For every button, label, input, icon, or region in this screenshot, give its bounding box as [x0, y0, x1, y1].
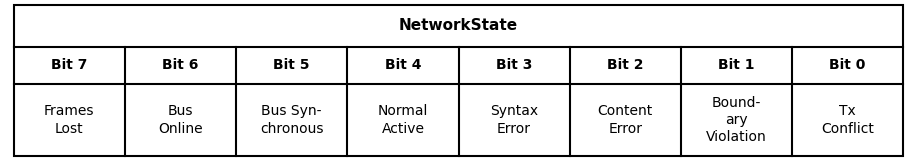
Text: Content
Error: Content Error	[598, 104, 653, 136]
Text: Bit 3: Bit 3	[496, 58, 532, 72]
Text: Bit 0: Bit 0	[830, 58, 866, 72]
Text: Bound-
ary
Violation: Bound- ary Violation	[706, 96, 767, 144]
Text: Bit 5: Bit 5	[273, 58, 310, 72]
Text: Frames
Lost: Frames Lost	[44, 104, 94, 136]
Text: Tx
Conflict: Tx Conflict	[822, 104, 874, 136]
Text: Bus
Online: Bus Online	[159, 104, 203, 136]
Text: Bit 6: Bit 6	[162, 58, 199, 72]
Text: Syntax
Error: Syntax Error	[490, 104, 538, 136]
Text: Bus Syn-
chronous: Bus Syn- chronous	[260, 104, 324, 136]
Text: Bit 7: Bit 7	[51, 58, 87, 72]
Text: NetworkState: NetworkState	[399, 18, 518, 33]
Text: Bit 4: Bit 4	[384, 58, 421, 72]
Text: Bit 1: Bit 1	[718, 58, 755, 72]
Text: Normal
Active: Normal Active	[378, 104, 428, 136]
Text: Bit 2: Bit 2	[607, 58, 644, 72]
